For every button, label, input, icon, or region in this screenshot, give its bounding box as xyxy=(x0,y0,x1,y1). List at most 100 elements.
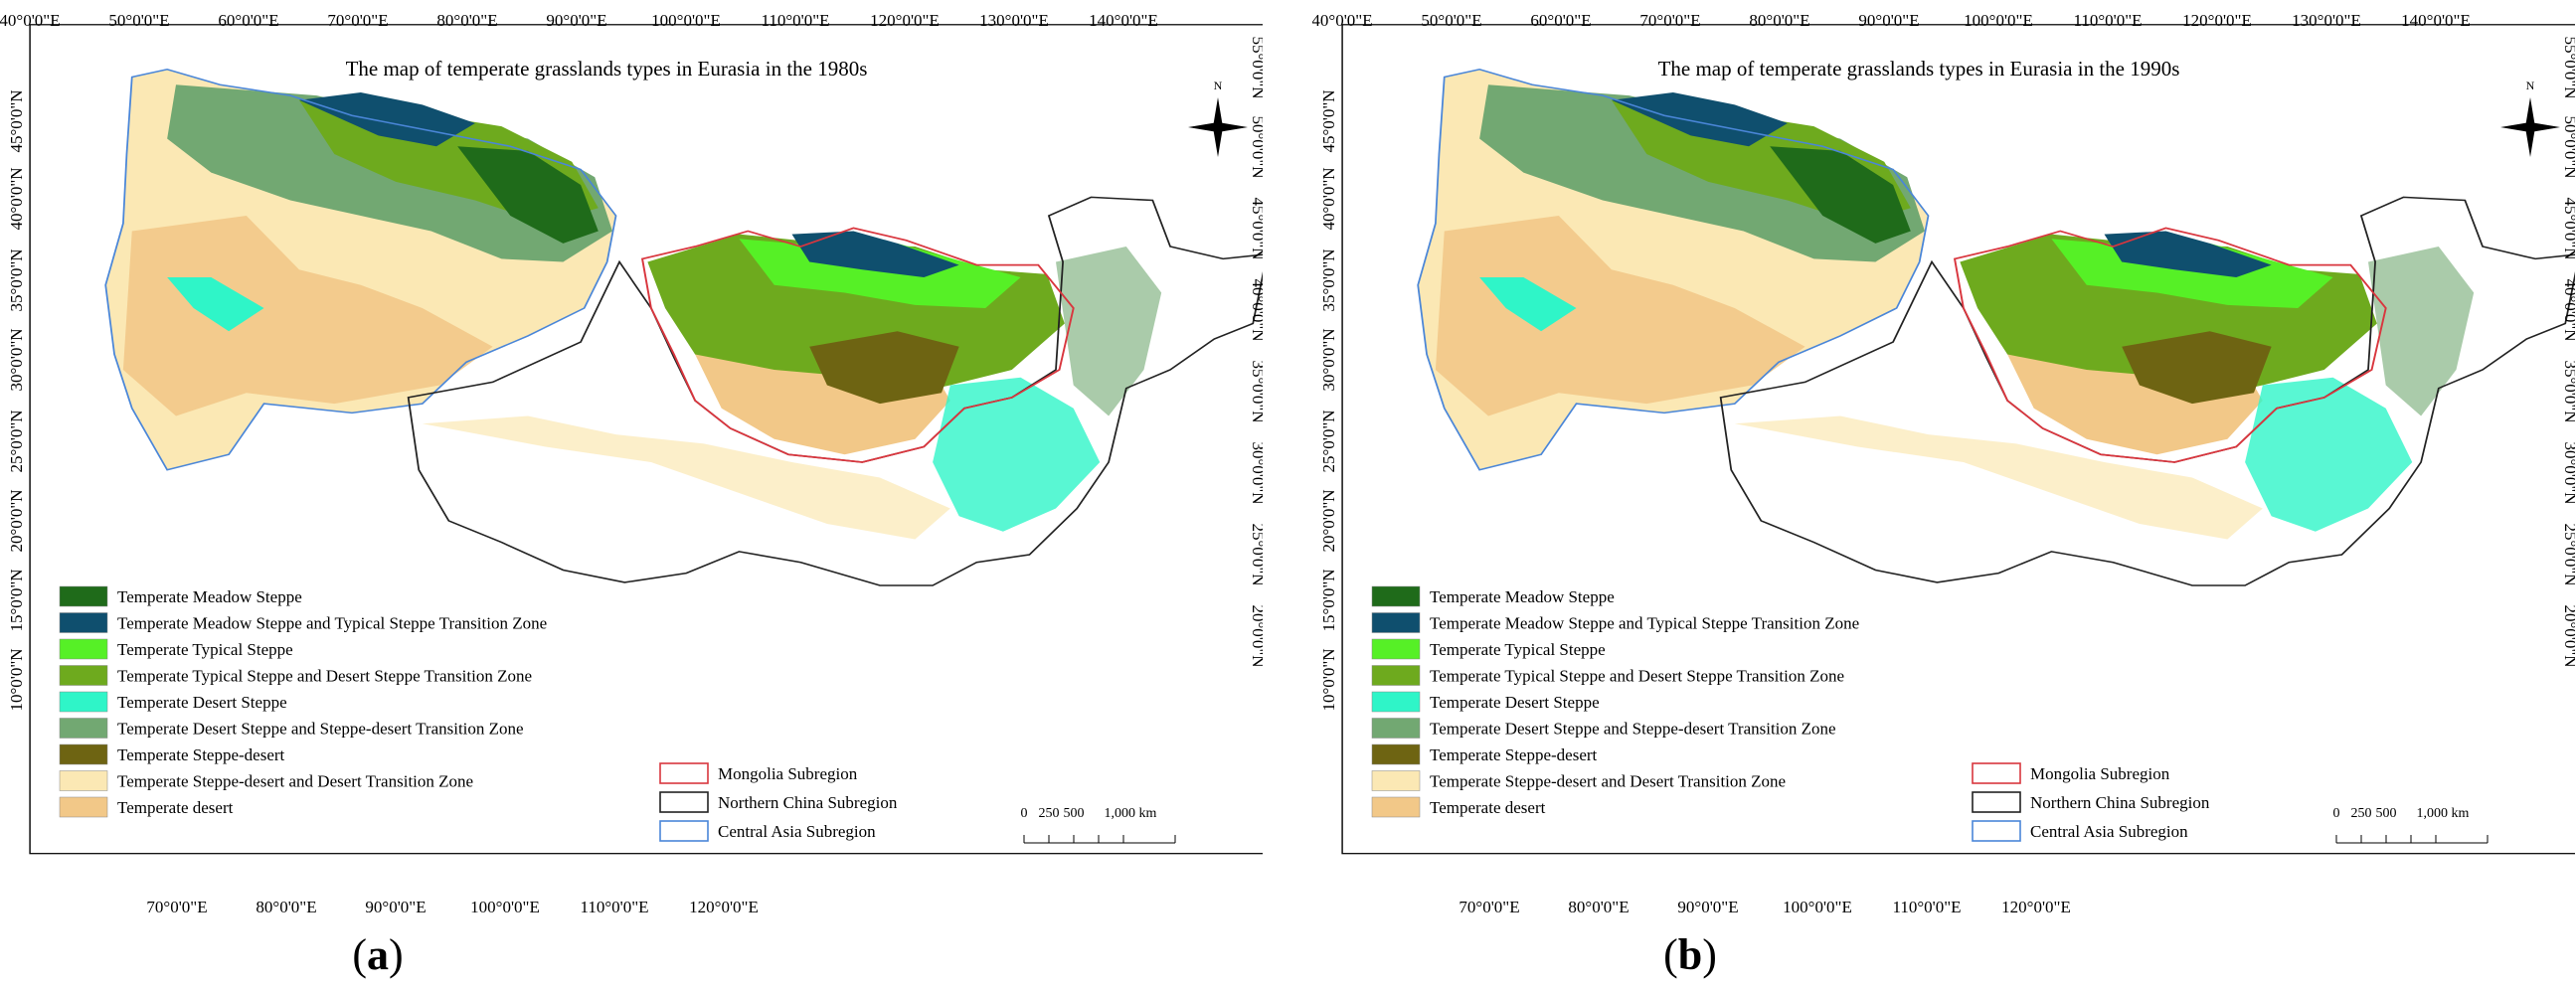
legend-label: Temperate Desert Steppe xyxy=(1430,693,1600,712)
legend-label: Temperate Typical Steppe xyxy=(1430,640,1606,659)
panel-caption: (a) xyxy=(352,930,404,979)
vegetation-desert-steppe-spot xyxy=(167,277,264,332)
vegetation-meadow-typical-transition-area xyxy=(298,92,475,147)
top-axis-label: 140°0'0"E xyxy=(1089,11,1158,30)
region-legend-swatch xyxy=(659,791,709,813)
region-legend-swatch xyxy=(659,762,709,784)
region-legend-label: Central Asia Subregion xyxy=(718,822,876,841)
region-legend-label: Northern China Subregion xyxy=(2030,793,2210,812)
legend-swatch xyxy=(1371,638,1421,660)
vegetation-desert-area xyxy=(122,216,493,416)
bottom-axis-label: 80°0'0"E xyxy=(1568,898,1629,916)
scale-label: 1,000 km xyxy=(1105,806,1157,821)
right-axis-label: 30°0'0"N xyxy=(1249,441,1263,504)
top-axis-label: 40°0'0"E xyxy=(0,11,61,30)
vegetation-north-china-band xyxy=(1734,415,2263,540)
scale-label: 500 xyxy=(2376,806,2397,821)
right-axis-label: 35°0'0"N xyxy=(2561,360,2575,422)
top-axis-label: 60°0'0"E xyxy=(218,11,278,30)
right-axis-label: 40°0'0"N xyxy=(2561,278,2575,341)
bottom-axis-label: 90°0'0"E xyxy=(365,898,426,916)
top-axis-label: 140°0'0"E xyxy=(2401,11,2471,30)
legend-label: Temperate Steppe-desert and Desert Trans… xyxy=(117,772,473,791)
region-legend-swatch xyxy=(659,820,709,842)
legend-swatch xyxy=(1371,743,1421,765)
left-axis-label: 10°0'0"N xyxy=(1319,648,1338,711)
map-title: The map of temperate grasslands types in… xyxy=(1658,57,2180,81)
map-group xyxy=(1341,24,2575,855)
left-axis-label: 20°0'0"N xyxy=(7,489,26,552)
top-axis-label: 70°0'0"E xyxy=(1639,11,1700,30)
right-axis-label: 55°0'0"N xyxy=(1249,36,1263,98)
region-legend-label: Northern China Subregion xyxy=(718,793,898,812)
top-axis-label: 130°0'0"E xyxy=(2292,11,2361,30)
legend-label: Temperate Desert Steppe and Steppe-deser… xyxy=(117,720,524,739)
top-axis-label: 110°0'0"E xyxy=(761,11,829,30)
right-axis-label: 50°0'0"N xyxy=(2561,115,2575,178)
bottom-axis-label: 70°0'0"E xyxy=(1459,898,1519,916)
vegetation-mongolia-meadow-transition xyxy=(2104,231,2272,277)
legend-label: Temperate Desert Steppe xyxy=(117,693,287,712)
legend-label: Temperate Steppe-desert xyxy=(1430,745,1598,764)
scale-label: 1,000 km xyxy=(2417,806,2470,821)
map-panel-b: (b) The map of temperate grasslands type… xyxy=(1312,0,2575,991)
bottom-axis-label: 100°0'0"E xyxy=(1783,898,1852,916)
left-axis-label: 20°0'0"N xyxy=(1319,489,1338,552)
legend-label: Temperate desert xyxy=(1430,798,1546,817)
vegetation-layer xyxy=(105,69,1162,540)
right-axis-label: 45°0'0"N xyxy=(2561,197,2575,259)
map-figure: The map of temperate grasslands types in… xyxy=(1312,11,2575,916)
vegetation-northeast-steppe xyxy=(2368,247,2475,416)
right-axis-label: 20°0'0"N xyxy=(2561,604,2575,667)
legend-label: Temperate Desert Steppe and Steppe-deser… xyxy=(1430,720,1836,739)
map-frame xyxy=(1341,24,2575,855)
region-legend-label: Central Asia Subregion xyxy=(2030,822,2188,841)
legend-label: Temperate Typical Steppe and Desert Step… xyxy=(117,667,532,686)
top-axis-label: 120°0'0"E xyxy=(870,11,940,30)
legend-label: Temperate Meadow Steppe and Typical Step… xyxy=(1430,614,1859,633)
legend-swatch xyxy=(59,718,108,739)
left-axis-label: 35°0'0"N xyxy=(1319,248,1338,311)
north-arrow-horizontal xyxy=(1188,122,1248,132)
bottom-axis-label: 110°0'0"E xyxy=(1892,898,1961,916)
vegetation-east-desert-steppe xyxy=(933,377,1101,532)
left-axis-label: 40°0'0"N xyxy=(7,167,26,230)
bottom-axis-label: 70°0'0"E xyxy=(146,898,207,916)
right-axis-label: 45°0'0"N xyxy=(1249,197,1263,259)
vegetation-desert-area xyxy=(1435,216,1805,416)
vegetation-steppe-desert-area xyxy=(2122,331,2272,405)
legend-label: Temperate desert xyxy=(117,798,234,817)
right-axis-label: 30°0'0"N xyxy=(2561,441,2575,504)
scale-bar: 0 250 500 1,000 km xyxy=(2333,806,2489,844)
map-group xyxy=(29,24,1263,855)
map-frame xyxy=(29,24,1263,855)
legend-swatch xyxy=(59,585,108,607)
vegetation-meadow-area xyxy=(1770,146,1911,244)
left-axis-label: 25°0'0"N xyxy=(7,410,26,472)
north-label: N xyxy=(2526,79,2535,92)
bottom-axis-label: 90°0'0"E xyxy=(1677,898,1738,916)
north-arrow-horizontal xyxy=(2500,122,2560,132)
vegetation-steppe-desert-area xyxy=(809,331,959,405)
bottom-axis-label: 80°0'0"E xyxy=(256,898,316,916)
top-axis-label: 50°0'0"E xyxy=(1421,11,1481,30)
top-axis-label: 50°0'0"E xyxy=(108,11,169,30)
bottom-axis-label: 100°0'0"E xyxy=(470,898,540,916)
left-axis-label: 15°0'0"N xyxy=(1319,569,1338,631)
legend-swatch xyxy=(59,770,108,791)
vegetation-northeast-steppe xyxy=(1056,247,1162,416)
legend-swatch xyxy=(1371,796,1421,818)
vegetation-north-china-band xyxy=(422,415,950,540)
top-axis-label: 90°0'0"E xyxy=(1858,11,1919,30)
mongolia-boundary xyxy=(640,227,1075,463)
scale-label: 250 xyxy=(2351,806,2372,821)
legend-label: Temperate Steppe-desert and Desert Trans… xyxy=(1430,772,1786,791)
top-axis-label: 60°0'0"E xyxy=(1530,11,1591,30)
legend-swatch xyxy=(1371,691,1421,713)
top-axis-label: 120°0'0"E xyxy=(2182,11,2252,30)
vegetation-mongolia-meadow-transition xyxy=(791,231,959,277)
legend-swatch xyxy=(1371,612,1421,633)
north-arrow-icon: N xyxy=(1188,79,1248,157)
vegetation-desert-steppe-spot xyxy=(1479,277,1577,332)
legend: Temperate Meadow Steppe Temperate Meadow … xyxy=(59,585,898,842)
